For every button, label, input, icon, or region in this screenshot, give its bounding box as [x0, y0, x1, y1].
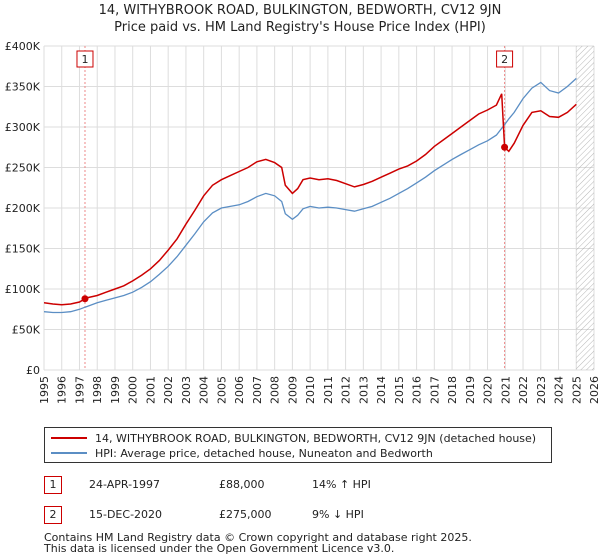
sale-marker-dot	[501, 143, 509, 151]
x-tick-label: 2019	[464, 376, 477, 404]
x-tick-label: 2018	[446, 376, 459, 404]
x-tick-label: 2021	[499, 376, 512, 404]
sale-row: 2 15-DEC-2020 £275,000 9% ↓ HPI	[44, 506, 464, 526]
sale-marker-box	[76, 50, 94, 68]
y-tick-label: £50K	[12, 324, 41, 337]
sale-row: 1 24-APR-1997 £88,000 14% ↑ HPI	[44, 476, 464, 496]
x-tick-label: 2025	[570, 376, 583, 404]
y-axis: £0 £50K £100K £150K £200K £250K £300K £350K £400…	[5, 40, 41, 377]
footer: Contains HM Land Registry data © Crown c…	[44, 532, 472, 554]
sale-date: 15-DEC-2020	[89, 508, 163, 521]
sale-badge: 1	[44, 476, 62, 494]
x-tick-label: 1995	[38, 376, 51, 404]
x-tick-label: 2003	[180, 376, 193, 404]
footer-copyright: Contains HM Land Registry data © Crown c…	[44, 531, 472, 544]
footer-licence: This data is licensed under the Open Gov…	[44, 542, 395, 555]
x-tick-label: 2009	[286, 376, 299, 404]
legend: 14, WITHYBROOK ROAD, BULKINGTON, BEDWORT…	[44, 427, 552, 463]
sale-marker-lines	[84, 46, 506, 370]
x-tick-label: 2008	[269, 376, 282, 404]
y-tick-label: £150K	[5, 243, 41, 256]
series-layer	[44, 77, 577, 314]
x-tick-label: 2022	[517, 376, 530, 404]
property-swatch	[51, 437, 87, 439]
x-tick-label: 2001	[144, 376, 157, 404]
x-tick-label: 2013	[357, 376, 370, 404]
sale-marker-dot	[81, 295, 89, 303]
y-tick-label: £100K	[5, 283, 41, 296]
x-tick-label: 2026	[588, 376, 600, 404]
x-tick-label: 2024	[553, 376, 566, 404]
y-tick-label: £0	[26, 364, 40, 377]
hpi-swatch	[51, 452, 87, 454]
x-tick-label: 2000	[127, 376, 140, 404]
y-tick-label: £400K	[5, 40, 41, 53]
x-tick-label: 2015	[393, 376, 406, 404]
x-tick-label: 2006	[233, 376, 246, 404]
y-tick-label: £350K	[5, 81, 41, 94]
future-hatch-region	[576, 46, 594, 370]
legend-label-hpi: HPI: Average price, detached house, Nune…	[95, 446, 433, 460]
sale-marker-label: 2	[501, 53, 508, 66]
x-tick-label: 2016	[411, 376, 424, 404]
x-tick-label: 2007	[251, 376, 264, 404]
sale-marker-label: 1	[81, 53, 88, 66]
sale-marker-box	[496, 50, 514, 68]
x-tick-label: 2011	[322, 376, 335, 404]
sale-marker-dots	[81, 143, 509, 303]
y-tick-label: £250K	[5, 162, 41, 175]
x-tick-label: 2014	[375, 376, 388, 404]
x-tick-label: 2005	[215, 376, 228, 404]
sale-hpi-change: 14% ↑ HPI	[312, 478, 371, 491]
x-tick-label: 2023	[535, 376, 548, 404]
x-tick-label: 2004	[198, 376, 211, 404]
x-tick-label: 1999	[109, 376, 122, 404]
sale-badge: 2	[44, 506, 62, 524]
chart-title: 14, WITHYBROOK ROAD, BULKINGTON, BEDWORT…	[98, 3, 502, 18]
hpi-series-line	[44, 77, 577, 314]
x-tick-label: 2010	[304, 376, 317, 404]
y-tick-label: £300K	[5, 121, 41, 134]
sale-price: £275,000	[219, 508, 272, 521]
x-tick-label: 1997	[73, 376, 86, 404]
sale-date: 24-APR-1997	[89, 478, 161, 491]
x-tick-label: 1998	[91, 376, 104, 404]
x-axis: 1995 1996 1997 1998 1999 2000 2001 2002 2003 2004…	[38, 376, 600, 404]
legend-item-hpi: HPI: Average price, detached house, Nune…	[51, 446, 433, 460]
chart-subtitle: Price paid vs. HM Land Registry's House …	[114, 20, 486, 35]
x-tick-label: 2012	[340, 376, 353, 404]
sale-price: £88,000	[219, 478, 265, 491]
y-tick-label: £200K	[5, 202, 41, 215]
property-series-line	[44, 93, 577, 306]
x-tick-label: 1996	[56, 376, 69, 404]
legend-label-property: 14, WITHYBROOK ROAD, BULKINGTON, BEDWORT…	[95, 431, 537, 445]
x-tick-label: 2002	[162, 376, 175, 404]
x-tick-label: 2020	[482, 376, 495, 404]
legend-item-property: 14, WITHYBROOK ROAD, BULKINGTON, BEDWORT…	[51, 431, 536, 445]
x-tick-label: 2017	[428, 376, 441, 404]
sale-hpi-change: 9% ↓ HPI	[312, 508, 364, 521]
